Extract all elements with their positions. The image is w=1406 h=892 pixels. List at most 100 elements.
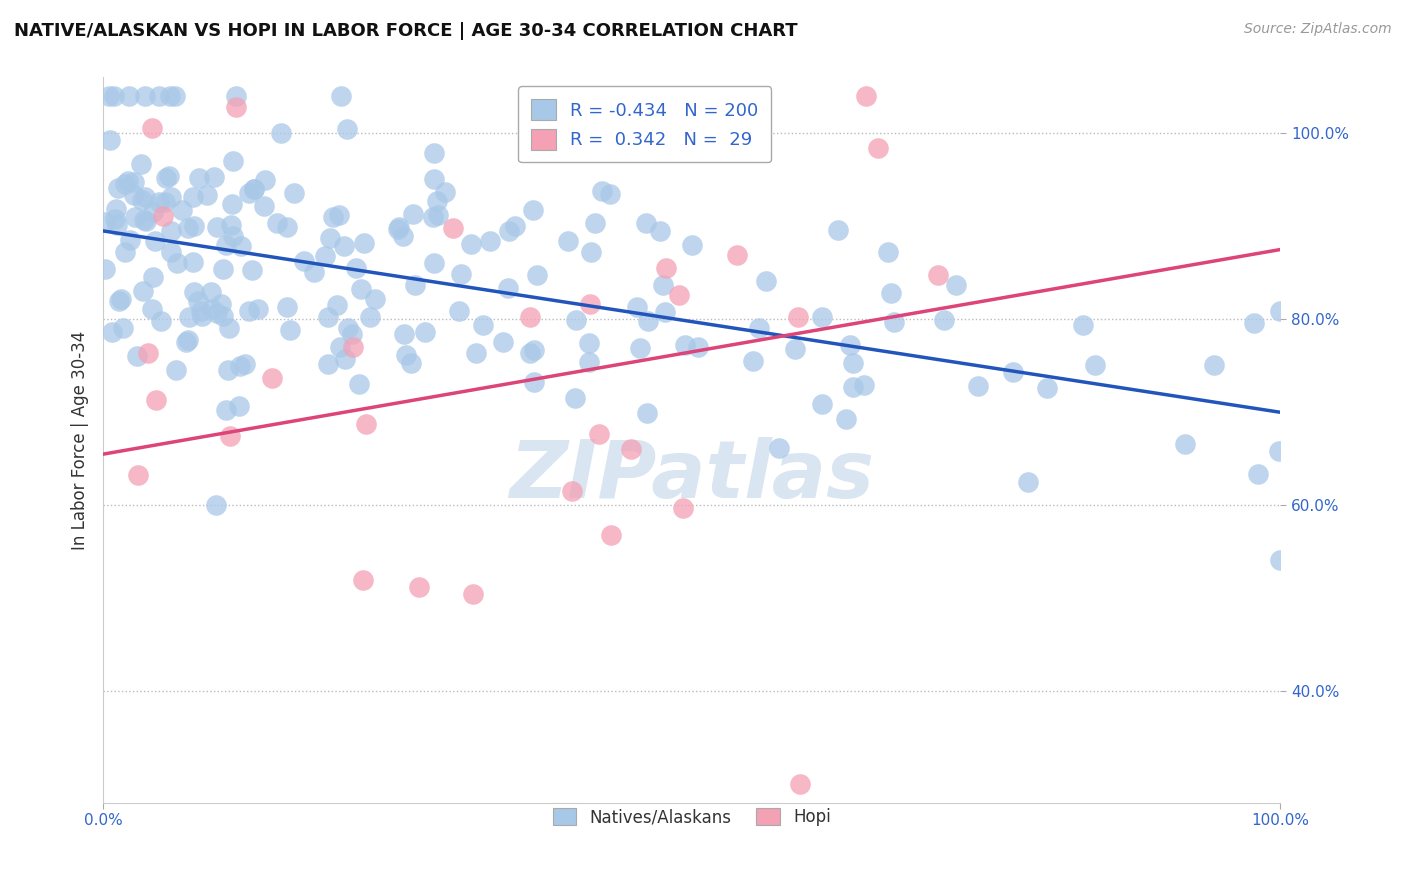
Point — [503, 219, 526, 233]
Point — [523, 343, 546, 357]
Point — [447, 304, 470, 318]
Point — [246, 301, 269, 316]
Point — [160, 244, 183, 259]
Point — [152, 209, 174, 223]
Point — [209, 297, 232, 311]
Point — [124, 175, 146, 189]
Point — [842, 356, 865, 370]
Point — [347, 376, 370, 391]
Point — [333, 239, 356, 253]
Point — [266, 216, 288, 230]
Point — [254, 173, 277, 187]
Point — [131, 194, 153, 208]
Point — [834, 412, 856, 426]
Point — [94, 261, 117, 276]
Point — [197, 188, 219, 202]
Point — [211, 261, 233, 276]
Point — [353, 235, 375, 250]
Point — [1270, 553, 1292, 567]
Point — [134, 89, 156, 103]
Point — [160, 224, 183, 238]
Point — [637, 313, 659, 327]
Point — [932, 312, 955, 326]
Point — [565, 312, 588, 326]
Point — [212, 310, 235, 324]
Point — [352, 573, 374, 587]
Point — [401, 356, 423, 370]
Point — [127, 468, 149, 483]
Point — [107, 181, 129, 195]
Point — [945, 278, 967, 293]
Point — [142, 204, 165, 219]
Point — [422, 211, 444, 225]
Point — [221, 197, 243, 211]
Point — [402, 207, 425, 221]
Point — [433, 185, 456, 199]
Point — [135, 213, 157, 227]
Point — [238, 186, 260, 201]
Point — [441, 221, 464, 235]
Point — [336, 122, 359, 136]
Point — [579, 244, 602, 259]
Point — [98, 133, 121, 147]
Point — [392, 229, 415, 244]
Point — [328, 208, 350, 222]
Point — [218, 321, 240, 335]
Point — [205, 306, 228, 320]
Point — [183, 285, 205, 299]
Point — [262, 371, 284, 385]
Point — [143, 234, 166, 248]
Point — [326, 298, 349, 312]
Point — [174, 334, 197, 349]
Point — [681, 238, 703, 252]
Point — [129, 157, 152, 171]
Point — [1247, 467, 1270, 481]
Point — [655, 261, 678, 276]
Point — [1268, 444, 1291, 458]
Point — [108, 294, 131, 309]
Point — [359, 310, 381, 324]
Point — [219, 218, 242, 232]
Point — [225, 100, 247, 114]
Point — [1036, 381, 1059, 395]
Point — [522, 203, 544, 218]
Point — [125, 349, 148, 363]
Point — [498, 224, 520, 238]
Point — [141, 302, 163, 317]
Point — [423, 171, 446, 186]
Point — [157, 169, 180, 183]
Point — [561, 483, 583, 498]
Point — [652, 277, 675, 292]
Point — [278, 323, 301, 337]
Point — [215, 238, 238, 252]
Point — [114, 177, 136, 191]
Point — [519, 310, 541, 325]
Point — [855, 89, 877, 103]
Point — [599, 187, 621, 202]
Point — [205, 219, 228, 234]
Point — [177, 333, 200, 347]
Point — [426, 208, 449, 222]
Point — [526, 268, 548, 282]
Point — [522, 376, 544, 390]
Point — [879, 286, 901, 301]
Point — [768, 441, 790, 455]
Point — [877, 244, 900, 259]
Point — [387, 222, 409, 236]
Point — [344, 261, 367, 276]
Point — [395, 348, 418, 362]
Point — [422, 256, 444, 270]
Point — [228, 359, 250, 374]
Point — [330, 89, 353, 103]
Point — [636, 216, 658, 230]
Point — [318, 357, 340, 371]
Point — [118, 89, 141, 103]
Point — [583, 216, 606, 230]
Point — [626, 300, 648, 314]
Point — [789, 777, 811, 791]
Point — [364, 292, 387, 306]
Point — [205, 498, 228, 512]
Point — [927, 268, 949, 282]
Point — [124, 210, 146, 224]
Point — [292, 253, 315, 268]
